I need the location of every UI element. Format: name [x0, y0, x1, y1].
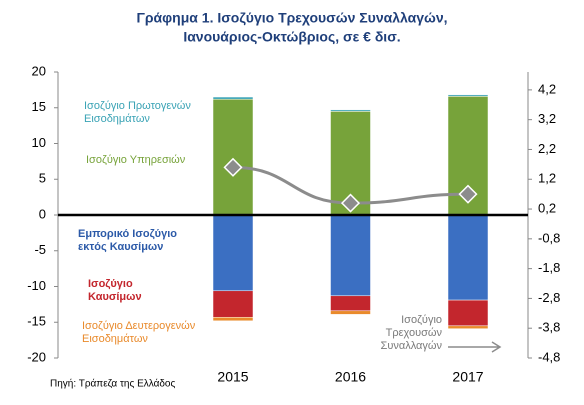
y-tick-label: 20 [32, 63, 46, 78]
bar-segment [330, 295, 371, 312]
y-tick-label: 15 [32, 99, 46, 114]
label-trade: Εμπορικό Ισοζύγιο εκτός Καυσίμων [78, 228, 177, 253]
label-services: Ισοζύγιο Υπηρεσιών [86, 154, 186, 166]
bar-segment [447, 214, 489, 301]
label-fuel: Ισοζύγιο Καυσίμων [88, 278, 142, 303]
bar-segment [212, 290, 254, 318]
chart-title: Γράφημα 1. Ισοζύγιο Τρεχουσών Συναλλαγών… [136, 10, 447, 26]
x-tick-label: 2017 [452, 369, 483, 385]
y2-tick-label: 4,2 [538, 81, 556, 96]
bar-segment [447, 299, 489, 327]
chart-subtitle: Ιανουάριος-Οκτώβριος, σε € δισ. [183, 29, 400, 45]
y2-tick-label: -2,8 [538, 290, 560, 305]
x-tick-label: 2016 [335, 369, 366, 385]
label-current-account: Ισοζύγιο Τρεχουσών Συναλλαγών [380, 314, 442, 352]
y2-tick-label: -0,8 [538, 230, 560, 245]
y2-tick-label: 1,2 [538, 171, 556, 186]
y2-tick-label: -3,8 [538, 320, 560, 335]
y-tick-label: -15 [27, 314, 46, 329]
bar-segment [447, 325, 489, 329]
y-tick-label: 0 [39, 206, 46, 221]
bar-segment [212, 316, 254, 322]
y-tick-label: -10 [27, 278, 46, 293]
y2-tick-label: 2,2 [538, 141, 556, 156]
annotation-arrow [448, 341, 502, 353]
x-tick-label: 2015 [217, 369, 248, 385]
y-tick-label: -20 [27, 349, 46, 364]
y2-tick-label: -1,8 [538, 260, 560, 275]
line-marker [340, 193, 361, 213]
bar-segment [212, 98, 254, 216]
source: Πηγή: Τράπεζα της Ελλάδος [50, 378, 175, 390]
bar-segment [212, 214, 254, 292]
bar-segment [330, 310, 371, 315]
y-tick-label: 10 [32, 135, 46, 150]
label-secondary: Ισοζύγιο Δευτερογενών Εισοδημάτων [82, 320, 196, 345]
bar-segment [330, 214, 371, 297]
y2-tick-label: -4,8 [538, 349, 560, 364]
line-marker [458, 184, 478, 204]
y-tick-label: 5 [39, 171, 46, 186]
y-tick-label: -5 [34, 242, 46, 257]
bar-segment [330, 109, 371, 112]
y2-tick-label: 0,2 [538, 200, 556, 215]
bar-segment [212, 96, 254, 100]
bar-segment [447, 94, 489, 97]
label-primary: Ισοζύγιο Πρωτογενών Εισοδημάτων [84, 100, 191, 125]
line-marker [223, 157, 243, 177]
y2-tick-label: 3,2 [538, 111, 556, 126]
